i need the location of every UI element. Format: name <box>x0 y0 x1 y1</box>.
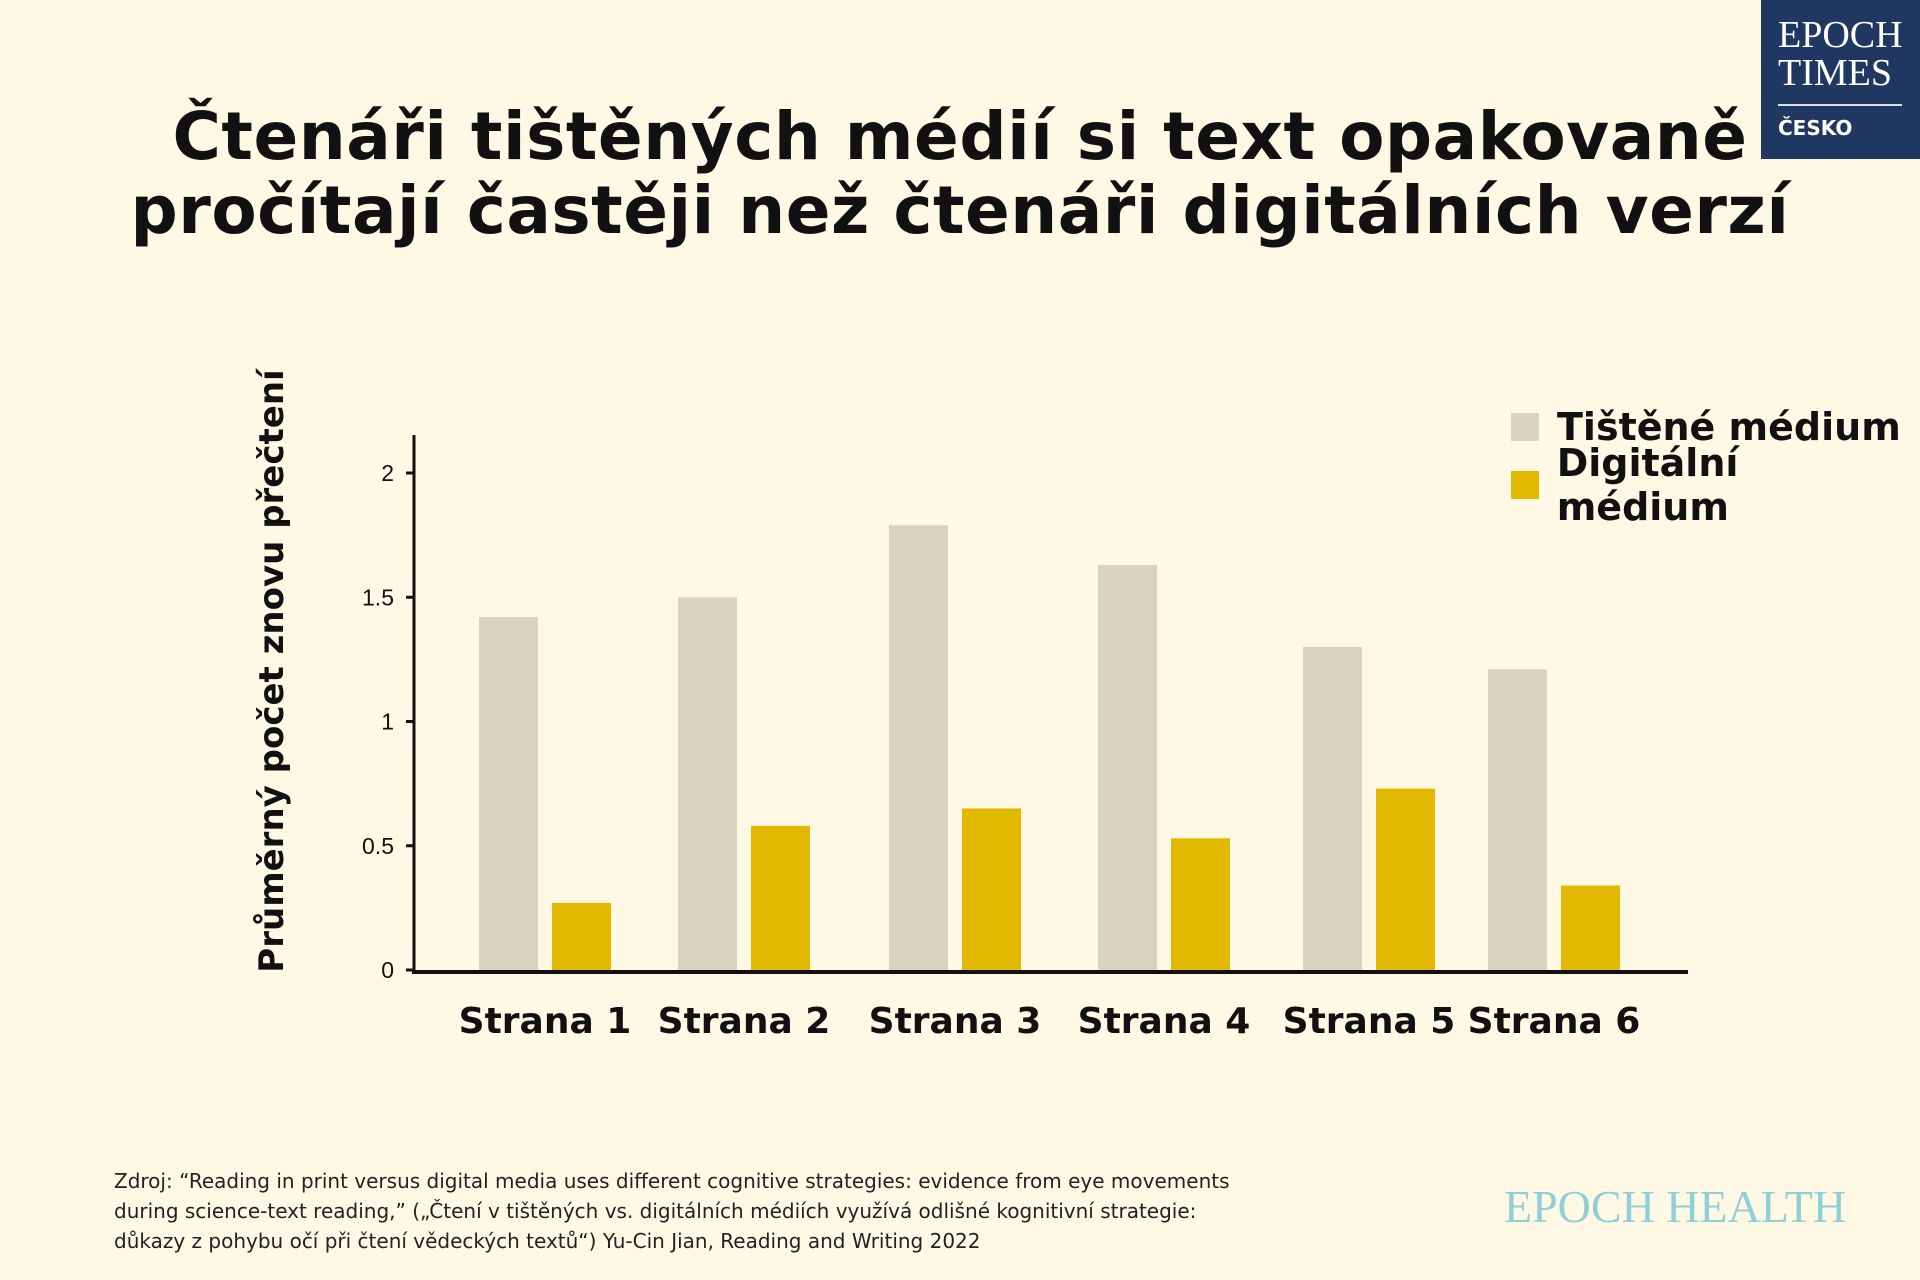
x-tick-label: Strana 5 <box>1283 1001 1456 1042</box>
bar-digital-5 <box>1376 788 1435 970</box>
legend-swatch-print <box>1511 413 1539 441</box>
legend-label-digital: Digitální médium <box>1556 441 1739 529</box>
y-tick-label: 0.5 <box>362 833 394 859</box>
bar-print-2 <box>678 597 737 970</box>
bar-print-4 <box>1098 564 1157 970</box>
source-note: Zdroj: “Reading in print versus digital … <box>114 1166 1264 1256</box>
logo-divider <box>1778 104 1902 106</box>
bar-digital-6 <box>1561 885 1620 970</box>
bar-digital-4 <box>1171 838 1230 970</box>
title-line-2: pročítají častěji než čtenáři digitálníc… <box>130 172 1790 249</box>
epoch-health-brand: EPOCH HEALTH <box>1504 1181 1847 1232</box>
chart-title: Čtenáři tištěných médií si text opakovan… <box>0 100 1920 248</box>
bar-print-1 <box>479 617 538 970</box>
x-tick-label: Strana 3 <box>869 1001 1042 1042</box>
y-tick-label: 0 <box>381 957 394 983</box>
x-tick-label: Strana 4 <box>1078 1001 1251 1042</box>
x-tick-label: Strana 1 <box>459 1001 632 1042</box>
bar-digital-3 <box>962 808 1021 970</box>
legend: Tištěné médium Digitální médium <box>1511 398 1920 529</box>
source-line-1: Zdroj: “Reading in print versus digital … <box>114 1169 1230 1193</box>
legend-item-digital: Digitální médium <box>1511 441 1920 529</box>
bar-print-3 <box>889 525 948 970</box>
legend-swatch-digital <box>1511 471 1539 499</box>
logo-edition: ČESKO <box>1778 116 1853 140</box>
logo-line-2: TIMES <box>1778 52 1892 94</box>
source-line-3: důkazy z pohybu očí při čtení vědeckých … <box>114 1229 981 1253</box>
source-line-2: during science-text reading,” („Čtení v … <box>114 1199 1197 1223</box>
y-tick-label: 1 <box>381 709 394 735</box>
legend-label-print: Tištěné médium <box>1557 405 1901 449</box>
bar-print-5 <box>1303 646 1362 970</box>
x-tick-label: Strana 6 <box>1468 1001 1641 1042</box>
logo-text: EPOCH TIMES <box>1778 16 1903 92</box>
bar-digital-1 <box>552 902 611 970</box>
bar-print-6 <box>1488 669 1547 970</box>
legend-item-print: Tištěné médium <box>1511 398 1920 456</box>
logo-line-1: EPOCH <box>1778 14 1903 56</box>
x-tick-label: Strana 2 <box>658 1001 831 1042</box>
y-tick-label: 2 <box>381 460 394 486</box>
epoch-times-logo: EPOCH TIMES ČESKO <box>1761 0 1920 159</box>
y-tick-label: 1.5 <box>362 584 394 610</box>
bar-digital-2 <box>751 825 810 970</box>
title-line-1: Čtenáři tištěných médií si text opakovan… <box>172 98 1748 175</box>
